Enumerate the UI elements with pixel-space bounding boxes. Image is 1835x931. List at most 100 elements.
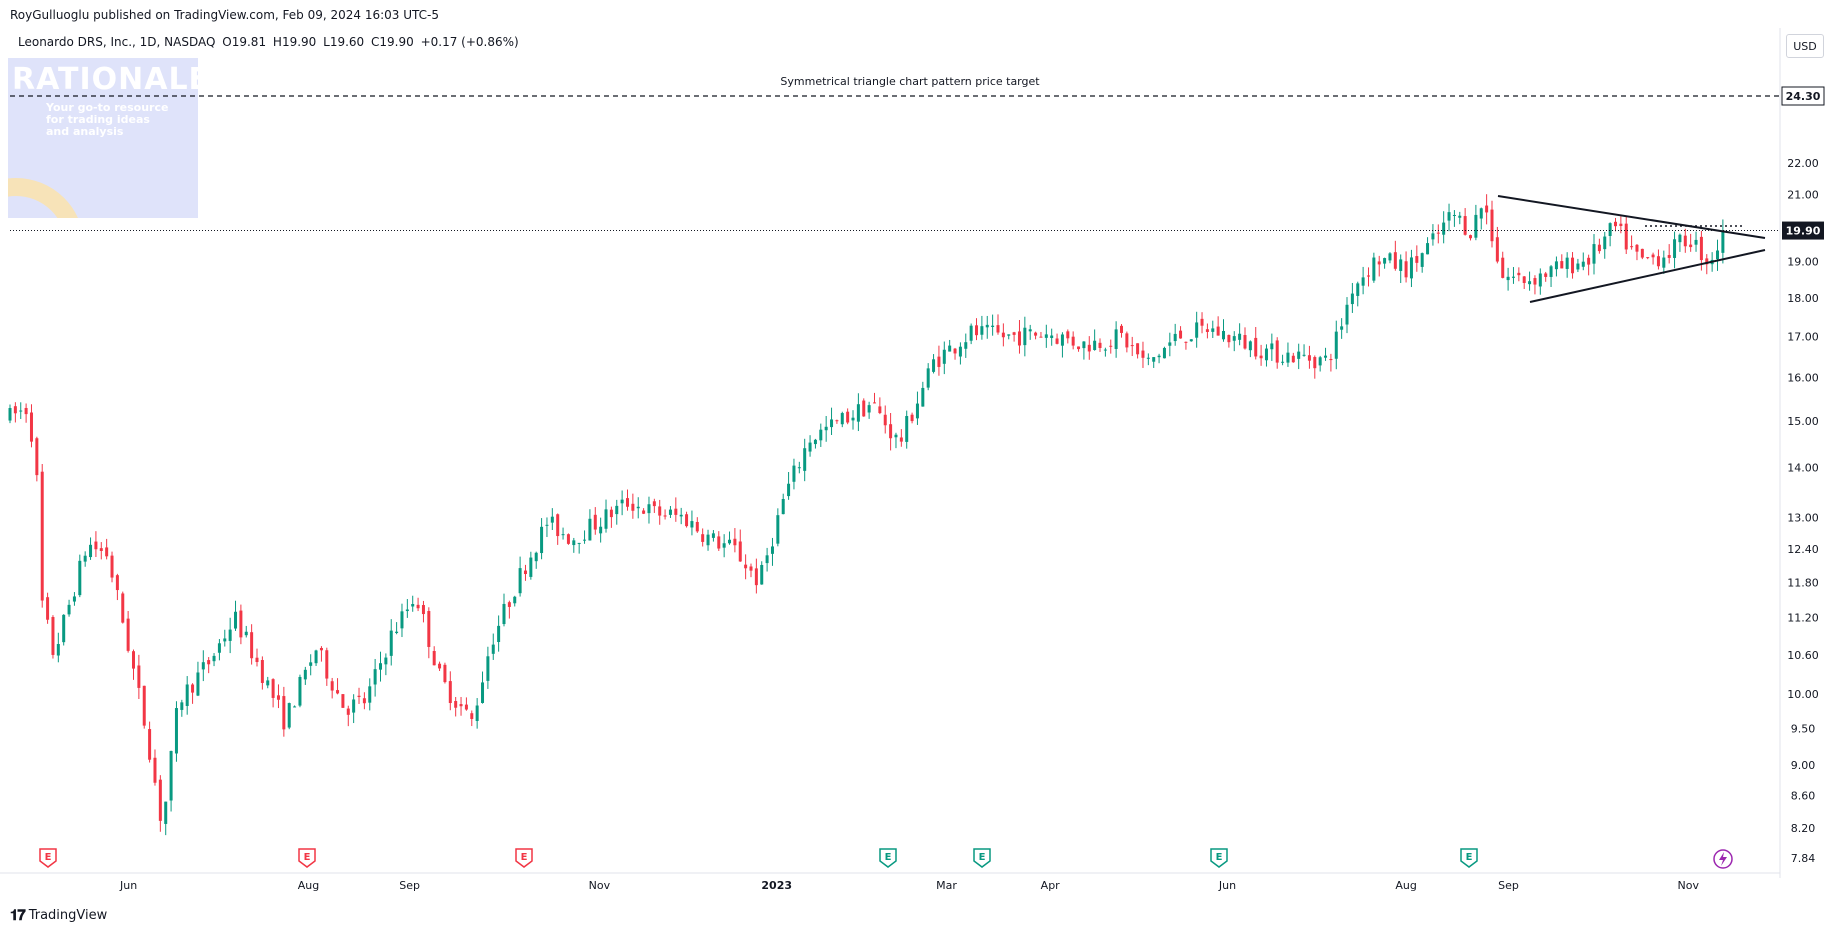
- candle-body: [115, 575, 119, 591]
- candle-body: [250, 632, 254, 659]
- candle-body: [255, 657, 259, 663]
- candle-body: [749, 566, 753, 571]
- candle-body: [29, 412, 33, 442]
- candle-body: [1356, 283, 1360, 296]
- currency-button[interactable]: USD: [1786, 34, 1824, 58]
- candle-body: [1103, 349, 1107, 351]
- candle-body: [1554, 261, 1558, 270]
- candle-body: [599, 526, 603, 534]
- time-tick-label: Mar: [936, 879, 957, 892]
- legend-close: C19.90: [371, 35, 414, 49]
- candle-body: [357, 695, 361, 698]
- candle-body: [566, 534, 570, 544]
- price-tick-label: 9.00: [1791, 759, 1816, 772]
- candle-body: [110, 555, 114, 578]
- candle-body: [497, 625, 501, 642]
- candle-body: [1581, 261, 1585, 267]
- time-tick-label: Nov: [589, 879, 611, 892]
- candle-body: [1157, 355, 1161, 358]
- earnings-marker-icon: [973, 848, 991, 868]
- candle-body: [1667, 255, 1671, 258]
- candle-body: [921, 387, 925, 407]
- candle-body: [1345, 304, 1349, 325]
- candle-body: [158, 779, 162, 821]
- candle-body: [481, 682, 485, 703]
- candle-body: [674, 508, 678, 515]
- earnings-marker-label: E: [304, 852, 311, 863]
- candle-body: [1420, 253, 1424, 267]
- candle-body: [668, 509, 672, 515]
- candle-body: [1613, 221, 1617, 227]
- candle-body: [35, 438, 39, 476]
- candle-body: [1415, 256, 1419, 263]
- candle-body: [1055, 338, 1059, 344]
- candle-body: [1130, 345, 1134, 347]
- candle-body: [1023, 327, 1027, 346]
- candle-body: [980, 326, 984, 335]
- candle-body: [405, 609, 409, 612]
- footer-brand[interactable]: 𝟏𝟕 TradingView: [10, 906, 107, 924]
- candle-body: [593, 514, 597, 530]
- candle-body: [121, 593, 125, 623]
- candle-body: [432, 651, 436, 666]
- watermark-tagline-1: Your go-to resource: [46, 101, 169, 114]
- candle-body: [131, 651, 135, 669]
- candle-body: [67, 604, 71, 615]
- candle-body: [1431, 233, 1435, 240]
- candle-body: [8, 408, 12, 421]
- candle-body: [1222, 330, 1226, 340]
- candle-body: [738, 541, 742, 562]
- candle-body: [1119, 325, 1123, 333]
- candle-body: [507, 602, 511, 607]
- candle-body: [867, 405, 871, 413]
- candle-body: [534, 552, 538, 562]
- candle-body: [975, 325, 979, 336]
- candle-body: [1383, 258, 1387, 264]
- candle-body: [899, 437, 903, 442]
- triangle-upper-trendline: [1497, 195, 1766, 239]
- price-tick-label: 19.00: [1787, 256, 1819, 269]
- candle-body: [1479, 208, 1483, 219]
- candle-body: [99, 548, 103, 551]
- candle-body: [1324, 355, 1328, 358]
- price-tick-label: 16.00: [1787, 371, 1819, 384]
- candle-body: [1098, 342, 1102, 348]
- candle-body: [13, 406, 17, 414]
- candle-body: [1050, 335, 1054, 339]
- candle-body: [336, 690, 340, 694]
- earnings-marker-icon: [1460, 848, 1478, 868]
- candle-body: [679, 514, 683, 517]
- candle-body: [191, 684, 195, 693]
- candle-body: [1646, 257, 1650, 259]
- candle-body: [792, 465, 796, 482]
- candle-body: [24, 407, 28, 415]
- candle-body: [1469, 235, 1473, 239]
- candle-body: [1211, 328, 1215, 332]
- candle-body: [572, 540, 576, 546]
- candle-body: [1377, 261, 1381, 265]
- candle-body: [744, 564, 748, 569]
- candle-body: [846, 411, 850, 423]
- candle-body: [722, 543, 726, 548]
- candle-body: [1259, 355, 1263, 359]
- candle-body: [1662, 257, 1666, 268]
- candle-body: [454, 700, 458, 708]
- candle-body: [1452, 214, 1456, 216]
- candle-body: [819, 429, 823, 441]
- candle-body: [448, 681, 452, 704]
- candle-body: [658, 506, 662, 516]
- candle-body: [137, 665, 141, 688]
- watermark-tagline-2: for trading ideas: [46, 113, 150, 126]
- candle-body: [395, 631, 399, 633]
- candle-body: [1297, 351, 1301, 359]
- candle-body: [615, 505, 619, 515]
- candle-body: [1017, 331, 1021, 346]
- candle-body: [1538, 273, 1542, 287]
- candle-body: [1576, 263, 1580, 270]
- candle-body: [1399, 259, 1403, 271]
- candle-body: [223, 638, 227, 642]
- axes: [0, 28, 1781, 878]
- candle-body: [1495, 237, 1499, 262]
- candle-body: [368, 686, 372, 703]
